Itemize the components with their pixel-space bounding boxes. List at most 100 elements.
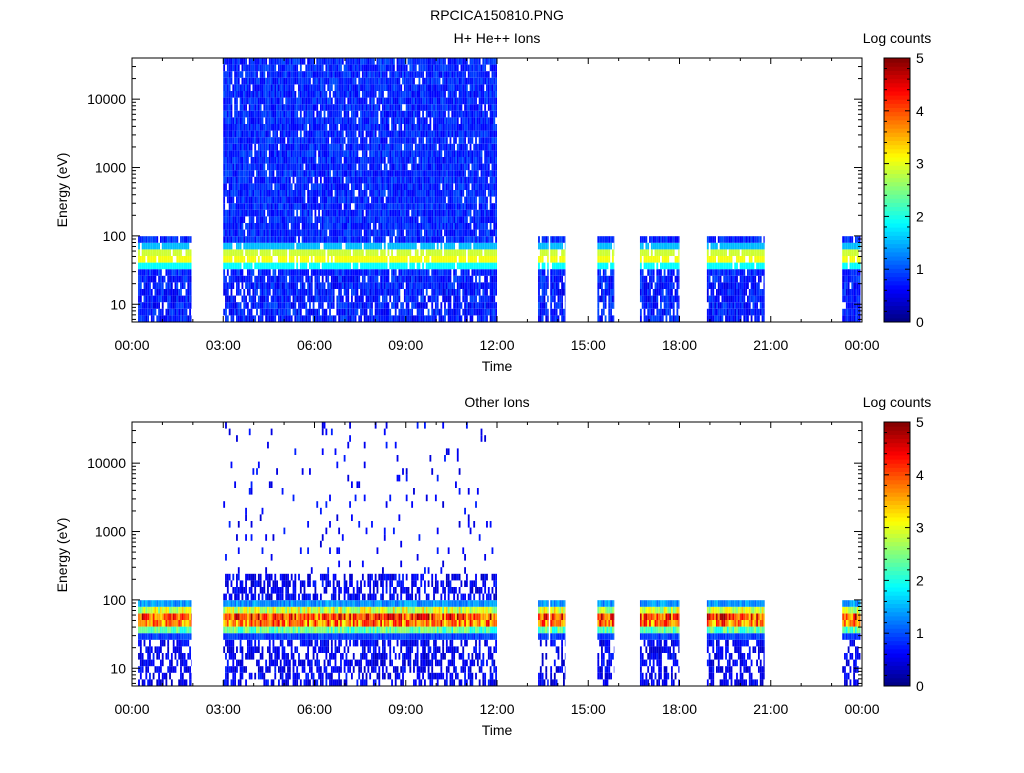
heatmap-cell	[382, 71, 384, 78]
heatmap-cell	[310, 58, 313, 65]
heatmap-cell	[425, 269, 428, 276]
heatmap-cell	[252, 163, 255, 171]
heatmap-cell	[232, 64, 235, 72]
heatmap-cell	[431, 58, 434, 65]
heatmap-cell	[436, 163, 439, 171]
heatmap-cell	[159, 295, 162, 303]
heatmap-cell	[369, 71, 372, 78]
heatmap-cell	[288, 137, 291, 144]
heatmap-cell	[147, 308, 150, 316]
heatmap-cell	[429, 196, 432, 204]
heatmap-cell	[440, 209, 443, 217]
heatmap-cell	[307, 269, 310, 276]
heatmap-cell	[422, 302, 424, 309]
heatmap-cell	[385, 302, 388, 309]
heatmap-cell	[254, 203, 257, 210]
heatmap-cell	[288, 236, 291, 243]
heatmap-cell	[445, 229, 448, 237]
heatmap-cell	[276, 302, 278, 309]
heatmap-cell	[176, 302, 179, 309]
heatmap-cell	[447, 229, 450, 237]
heatmap-cell	[427, 71, 430, 78]
heatmap-cell	[292, 295, 295, 303]
heatmap-cell	[336, 196, 339, 204]
heatmap-cell	[243, 216, 246, 223]
heatmap-cell	[398, 229, 401, 237]
heatmap-cell	[361, 308, 364, 316]
heatmap-cell	[288, 262, 291, 270]
heatmap-cell	[392, 104, 395, 111]
heatmap-cell	[398, 242, 401, 250]
heatmap-cell	[451, 308, 454, 316]
heatmap-cell	[449, 117, 452, 124]
heatmap-cell	[420, 64, 423, 72]
heatmap-cell	[278, 302, 280, 309]
heatmap-cell	[263, 91, 266, 98]
heatmap-cell	[434, 77, 437, 85]
heatmap-cell	[267, 275, 269, 283]
heatmap-cell	[239, 190, 242, 197]
heatmap-cell	[259, 275, 262, 283]
heatmap-cell	[292, 91, 295, 98]
heatmap-cell	[411, 64, 414, 72]
heatmap-cell	[191, 236, 192, 243]
heatmap-cell	[431, 262, 434, 270]
heatmap-cell	[400, 256, 403, 263]
heatmap-cell	[371, 302, 373, 309]
heatmap-cell	[246, 84, 249, 91]
heatmap-cell	[347, 71, 350, 78]
heatmap-cell	[226, 236, 229, 243]
heatmap-cell	[442, 84, 445, 91]
heatmap-cell	[330, 275, 333, 283]
heatmap-cell	[325, 308, 328, 316]
heatmap-cell	[316, 64, 319, 72]
heatmap-cell	[294, 223, 297, 230]
heatmap-cell	[372, 64, 375, 72]
heatmap-cell	[429, 203, 432, 210]
heatmap-cell	[334, 236, 337, 243]
heatmap-cell	[279, 190, 282, 197]
heatmap-cell	[363, 91, 366, 98]
heatmap-cell	[225, 229, 227, 237]
heatmap-cell	[298, 295, 300, 303]
heatmap-cell	[394, 282, 397, 289]
heatmap-cell	[433, 137, 435, 144]
heatmap-cell	[451, 315, 454, 322]
heatmap-cell	[163, 262, 166, 270]
heatmap-cell	[447, 176, 450, 184]
heatmap-cell	[252, 157, 255, 164]
heatmap-cell	[356, 203, 359, 210]
heatmap-cell	[332, 91, 335, 98]
heatmap-cell	[267, 302, 269, 309]
heatmap-cell	[268, 58, 271, 65]
heatmap-cell	[360, 97, 362, 105]
heatmap-cell	[189, 295, 192, 303]
heatmap-cell	[257, 124, 260, 131]
heatmap-cell	[323, 308, 326, 316]
heatmap-cell	[232, 308, 235, 316]
heatmap-cell	[440, 110, 443, 118]
heatmap-cell	[283, 216, 286, 223]
heatmap-cell	[307, 77, 310, 85]
heatmap-cell	[371, 203, 373, 210]
heatmap-cell	[422, 176, 424, 184]
heatmap-cell	[416, 216, 419, 223]
heatmap-cell	[442, 183, 445, 190]
heatmap-cell	[391, 282, 393, 289]
heatmap-cell	[318, 262, 320, 270]
heatmap-cell	[369, 77, 372, 85]
heatmap-cell	[290, 289, 293, 296]
heatmap-cell	[392, 209, 395, 217]
heatmap-cell	[345, 130, 348, 138]
heatmap-cell	[292, 302, 295, 309]
heatmap-cell	[365, 163, 368, 171]
heatmap-cell	[405, 130, 408, 138]
heatmap-cell	[152, 315, 155, 322]
heatmap-cell	[438, 84, 441, 91]
heatmap-cell	[383, 124, 386, 131]
heatmap-cell	[234, 97, 237, 105]
heatmap-cell	[347, 236, 350, 243]
heatmap-cell	[416, 269, 419, 276]
heatmap-cell	[276, 110, 278, 118]
heatmap-cell	[230, 203, 233, 210]
